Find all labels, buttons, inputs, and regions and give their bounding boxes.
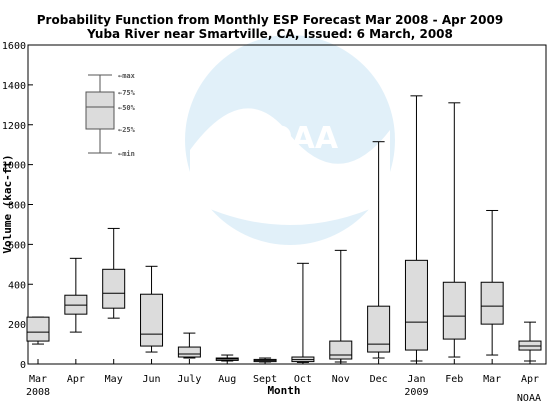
x-tick-label: Oct — [294, 374, 312, 385]
y-tick-label: 200 — [8, 320, 26, 331]
chart-title: Probability Function from Monthly ESP Fo… — [37, 13, 503, 27]
legend-box — [85, 91, 115, 130]
legend-label: ←50% — [118, 104, 136, 112]
noaa-watermark-logo: NOAA — [185, 35, 395, 245]
legend-label: ←max — [118, 72, 136, 80]
x-axis-title: Month — [267, 384, 300, 397]
chart-subtitle: Yuba River near Smartville, CA, Issued: … — [86, 27, 453, 41]
x-tick-label: Mar — [29, 374, 47, 385]
iqr-box — [177, 346, 201, 358]
y-axis-title: Volume (kac-ft) — [1, 154, 14, 253]
box-apr — [64, 257, 88, 333]
box-jun — [140, 265, 164, 353]
iqr-box — [329, 340, 353, 360]
box-oct — [291, 262, 315, 363]
y-tick-label: 0 — [20, 360, 26, 371]
y-tick-label: 400 — [8, 280, 26, 291]
x-year-label: 2009 — [404, 387, 428, 398]
iqr-box — [442, 281, 466, 340]
legend: ←max ←75% ←50% ←25% ←min — [85, 72, 136, 158]
iqr-box — [404, 259, 428, 351]
x-tick-label: Mar — [483, 374, 501, 385]
box-jan — [404, 95, 428, 362]
x-year-label: 2008 — [26, 387, 50, 398]
box-mar — [480, 209, 504, 356]
box-apr — [518, 321, 542, 362]
box-sept — [253, 357, 277, 363]
legend-label: ←75% — [118, 89, 136, 97]
x-tick-label: Dec — [370, 374, 388, 385]
box-dec — [367, 141, 391, 359]
credit-label: NOAA — [517, 393, 541, 404]
x-tick-label: Apr — [67, 374, 85, 385]
x-tick-label: Feb — [445, 374, 463, 385]
x-tick-label: Aug — [218, 374, 236, 385]
iqr-box — [367, 305, 391, 353]
box-july — [177, 332, 201, 359]
x-tick-label: Nov — [332, 374, 350, 385]
y-tick-label: 1000 — [2, 161, 26, 172]
x-tick-label: July — [177, 374, 201, 385]
x-tick-label: May — [105, 374, 123, 385]
y-tick-label: 1600 — [2, 41, 26, 52]
y-axis: 0 200 400 600 800 1000 1200 1400 1600 — [2, 41, 33, 371]
y-tick-label: 600 — [8, 240, 26, 251]
box-series — [26, 95, 542, 363]
box-may — [102, 227, 126, 319]
x-tick-label: Apr — [521, 374, 539, 385]
iqr-box — [480, 281, 504, 325]
y-tick-label: 1400 — [2, 81, 26, 92]
x-tick-label: Jan — [407, 374, 425, 385]
x-axis: Mar Apr May Jun July Aug Sept Oct Nov Dec Jan Feb Ma… — [26, 359, 539, 398]
box-mar — [26, 316, 50, 345]
iqr-box — [140, 293, 164, 347]
x-tick-label: Sept — [253, 374, 277, 385]
box-aug — [215, 354, 239, 362]
iqr-box — [26, 316, 50, 342]
x-tick-label: Jun — [143, 374, 161, 385]
y-tick-label: 800 — [8, 201, 26, 212]
box-nov — [329, 249, 353, 363]
legend-label: ←min — [118, 150, 135, 158]
iqr-box — [102, 268, 126, 309]
box-feb — [442, 102, 466, 358]
legend-label: ←25% — [118, 126, 136, 134]
y-tick-label: 1200 — [2, 121, 26, 132]
svg-text:NOAA: NOAA — [242, 121, 339, 156]
